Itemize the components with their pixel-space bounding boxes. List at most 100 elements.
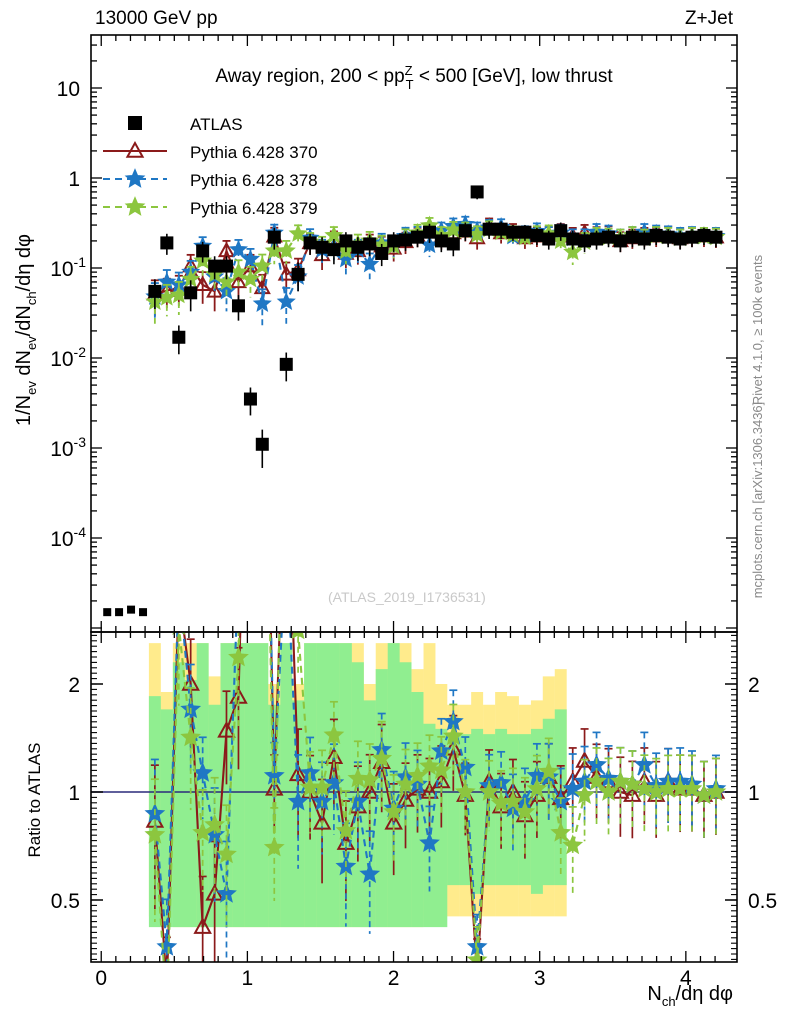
ratio-y-tick-label-right: 2 <box>748 674 760 697</box>
data-point <box>673 232 687 246</box>
analysis-watermark: (ATLAS_2019_I1736531) <box>328 589 486 605</box>
x-tick-label: 0 <box>95 967 107 990</box>
legend: ATLAS Pythia 6.428 370 Pythia 6.428 378 Pyt… <box>103 115 318 218</box>
ratio-data-point <box>180 726 202 747</box>
data-point <box>697 228 711 242</box>
ratio-data-point <box>193 917 212 934</box>
plot-title-text: Away region, 200 < ppZ T < 500 [GeV], low… <box>215 63 613 92</box>
ratio-data-point <box>291 632 305 640</box>
data-point <box>530 228 544 242</box>
ratio-data-point <box>419 755 440 776</box>
main-y-axis-label: 1/Nev dNev/dNch/dη dφ <box>13 234 39 426</box>
ratio-data-point <box>263 836 285 857</box>
data-point <box>267 230 281 244</box>
side-annotations: Rivet 4.1.0, ≥ 100k events mcplots.cern.… <box>750 254 765 598</box>
data-point <box>288 223 308 242</box>
legend-marker-star <box>124 196 146 216</box>
legend-entry: Pythia 6.428 379 <box>103 196 318 218</box>
ratio-data-point <box>144 823 166 844</box>
ratio-data-point <box>526 777 548 798</box>
main-panel-content: 10 1 10-1 10-2 10-3 10-4 <box>50 34 738 633</box>
legend-label: Pythia 6.428 379 <box>190 199 318 218</box>
data-point <box>375 246 389 260</box>
data-point <box>276 240 296 260</box>
ratio-y-tick-label: 0.5 <box>51 890 80 913</box>
data-point <box>252 256 272 275</box>
ratio-data-point <box>323 724 345 745</box>
data-point <box>494 222 508 236</box>
ratio-data-point <box>216 843 237 864</box>
ratio-data-point <box>312 812 332 830</box>
ratio-series-group <box>144 632 727 962</box>
error-bar <box>258 288 267 328</box>
data-point <box>518 225 532 239</box>
ratio-data-point <box>574 784 595 804</box>
legend-label: Pythia 6.428 370 <box>190 143 318 162</box>
ratio-y-tick-label: 1 <box>68 782 80 805</box>
data-point <box>139 608 148 617</box>
ratio-panel-content: 0 1 2 3 4 2 2 1 1 0.5 0.5 <box>51 631 777 990</box>
legend-marker-star <box>124 168 146 188</box>
ratio-data-point <box>502 790 524 811</box>
data-point <box>542 232 556 246</box>
ratio-data-point <box>538 760 560 781</box>
ratio-data-point <box>430 759 452 780</box>
data-point <box>482 222 496 236</box>
data-point <box>360 254 380 273</box>
data-point <box>148 284 162 298</box>
legend-entry: ATLAS <box>128 115 243 134</box>
data-point <box>661 230 675 244</box>
x-tick-label: 2 <box>388 967 400 990</box>
data-point <box>637 232 651 246</box>
data-point <box>231 299 245 313</box>
data-point <box>709 230 723 244</box>
data-point <box>255 437 269 451</box>
y-tick-label: 10-3 <box>50 434 86 461</box>
data-point <box>685 230 699 244</box>
data-point <box>194 275 212 292</box>
data-point <box>411 230 425 244</box>
ratio-y-tick-label: 2 <box>68 674 80 697</box>
main-plot-title: Away region, 200 < ppZ T < 500 [GeV], low… <box>215 63 613 92</box>
x-axis-label: Nch/dη dφ <box>647 983 733 1009</box>
data-point <box>240 249 261 268</box>
data-point <box>303 236 317 250</box>
ratio-y-tick-label-right: 1 <box>748 782 760 805</box>
header-beam-label: 13000 GeV pp <box>95 8 218 29</box>
data-point <box>363 237 377 251</box>
data-point <box>399 233 413 247</box>
series-atlas <box>103 185 723 617</box>
data-point <box>578 234 592 248</box>
legend-marker-square <box>128 116 142 130</box>
header-process-label: Z+Jet <box>685 8 734 29</box>
data-point <box>590 232 604 246</box>
data-point <box>217 241 236 258</box>
data-point <box>566 232 580 246</box>
ratio-data-point <box>550 821 572 842</box>
ratio-data-point <box>228 646 249 667</box>
data-point <box>339 234 353 248</box>
data-point <box>279 357 293 371</box>
y-tick-label: 10-1 <box>50 254 86 281</box>
ratio-data-point <box>419 832 440 853</box>
rivet-version-label: Rivet 4.1.0, ≥ 100k events <box>750 254 765 405</box>
data-point <box>216 271 237 291</box>
legend-label: ATLAS <box>190 115 243 134</box>
data-point <box>160 236 174 250</box>
data-point <box>243 392 257 406</box>
data-point <box>172 330 186 344</box>
ratio-data-point <box>204 813 226 834</box>
data-point <box>387 234 401 248</box>
data-point <box>229 272 248 289</box>
data-point <box>219 259 233 273</box>
ratio-data-point <box>311 776 333 797</box>
legend-label: Pythia 6.428 378 <box>190 171 318 190</box>
data-point <box>422 225 436 239</box>
data-point <box>470 185 484 199</box>
ratio-series-pythia-6-428-379 <box>144 632 727 962</box>
ratio-data-point <box>217 720 236 738</box>
ratio-data-point <box>371 747 393 768</box>
ratio-data-point <box>633 777 655 798</box>
data-point <box>434 234 448 248</box>
